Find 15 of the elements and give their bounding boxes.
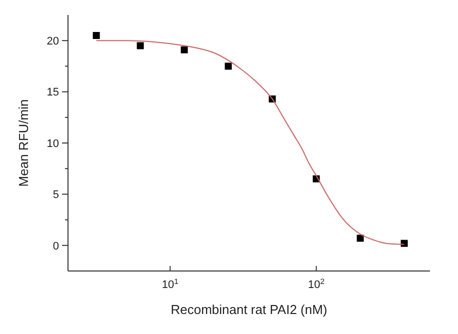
x-tick-label: 10$^{1}$ xyxy=(162,276,178,291)
y-tick-label: 0 xyxy=(52,240,59,252)
x-tick-label: 10$^{2}$ xyxy=(308,276,325,291)
y-tick-label: 5 xyxy=(52,189,59,202)
point xyxy=(356,234,364,242)
y-tick-label: 20 xyxy=(46,35,59,48)
point xyxy=(400,240,408,247)
point xyxy=(180,46,188,54)
point xyxy=(92,32,100,39)
y-axis-title: Mean RFU/min xyxy=(16,99,31,187)
point xyxy=(224,62,232,70)
x-axis-title: Recombinant rat PAI2 (nM) xyxy=(170,302,328,317)
point xyxy=(136,42,144,50)
y-tick-label: 10 xyxy=(46,138,59,150)
y-tick-label: 15 xyxy=(46,86,59,99)
